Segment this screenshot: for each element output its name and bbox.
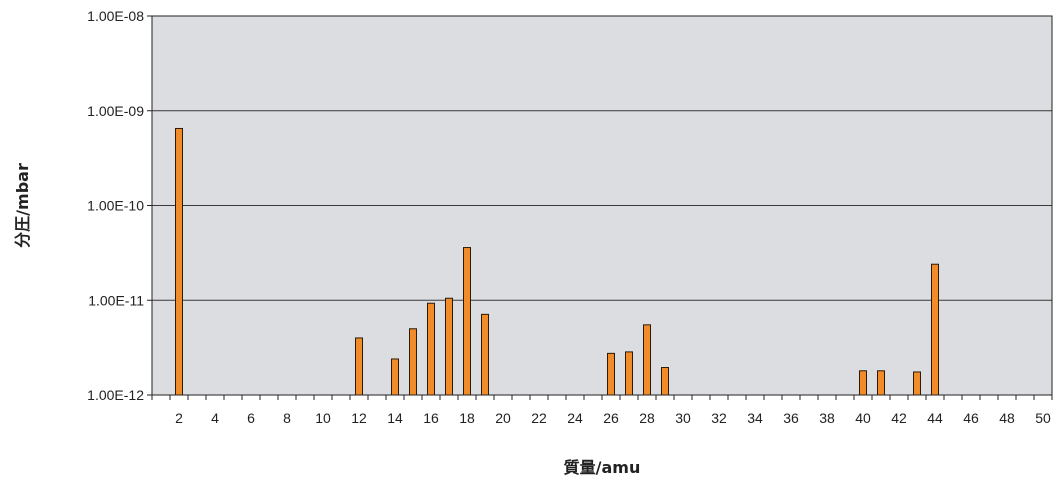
x-tick-label: 28 [639, 410, 655, 426]
x-tick-label: 38 [819, 410, 835, 426]
x-tick-label: 6 [247, 410, 255, 426]
x-tick-label: 26 [603, 410, 619, 426]
x-tick-label: 20 [495, 410, 511, 426]
bar-mass-40 [859, 370, 867, 396]
bar-mass-17 [445, 297, 453, 396]
bar-mass-12 [355, 337, 363, 396]
x-tick-label: 46 [963, 410, 979, 426]
x-tick-labels: 2 4 6 8 10 12 14 16 18 20 22 24 26 28 30 32 34 36 38 40 42 44… [175, 410, 1051, 426]
bar-mass-29 [661, 367, 669, 396]
bar-mass-14 [391, 358, 399, 396]
x-tick-label: 10 [315, 410, 331, 426]
bar-mass-43 [913, 371, 921, 396]
x-tick-label: 48 [999, 410, 1015, 426]
y-tick-label: 1.00E-08 [87, 8, 144, 24]
bar-mass-15 [409, 328, 417, 396]
x-tick-label: 8 [283, 410, 291, 426]
bar-mass-26 [607, 352, 615, 396]
y-tick-label: 1.00E-12 [87, 387, 144, 403]
x-tick-label: 44 [927, 410, 943, 426]
x-tick-label: 34 [747, 410, 763, 426]
x-tick-label: 16 [423, 410, 439, 426]
bar-mass-2 [175, 127, 183, 396]
x-tick-label: 2 [175, 410, 183, 426]
bar-mass-28 [643, 324, 651, 396]
x-tick-label: 50 [1035, 410, 1051, 426]
x-tick-label: 42 [891, 410, 907, 426]
x-tick-label: 14 [387, 410, 403, 426]
y-axis-title: 分圧/mbar [13, 163, 32, 248]
bar-mass-19 [481, 313, 489, 396]
axes [151, 15, 1053, 400]
y-tick-label: 1.00E-10 [87, 198, 144, 214]
bar-mass-27 [625, 351, 633, 396]
y-tick-label: 1.00E-09 [87, 103, 144, 119]
x-tick-label: 40 [855, 410, 871, 426]
bar-mass-16 [427, 302, 435, 396]
x-tick-label: 30 [675, 410, 691, 426]
bar-mass-44 [931, 263, 939, 396]
x-tick-label: 24 [567, 410, 583, 426]
bar-mass-18 [463, 247, 471, 396]
x-tick-label: 22 [531, 410, 547, 426]
y-tick-labels: 1.00E-08 1.00E-09 1.00E-10 1.00E-11 1.00E-12 [87, 8, 144, 403]
x-tick-label: 18 [459, 410, 475, 426]
bar-mass-41 [877, 370, 885, 396]
y-tick-label: 1.00E-11 [88, 292, 144, 308]
x-tick-label: 32 [711, 410, 727, 426]
x-tick-label: 4 [211, 410, 219, 426]
x-tick-label: 36 [783, 410, 799, 426]
x-tick-label: 12 [351, 410, 367, 426]
x-axis-title: 質量/amu [564, 458, 641, 477]
